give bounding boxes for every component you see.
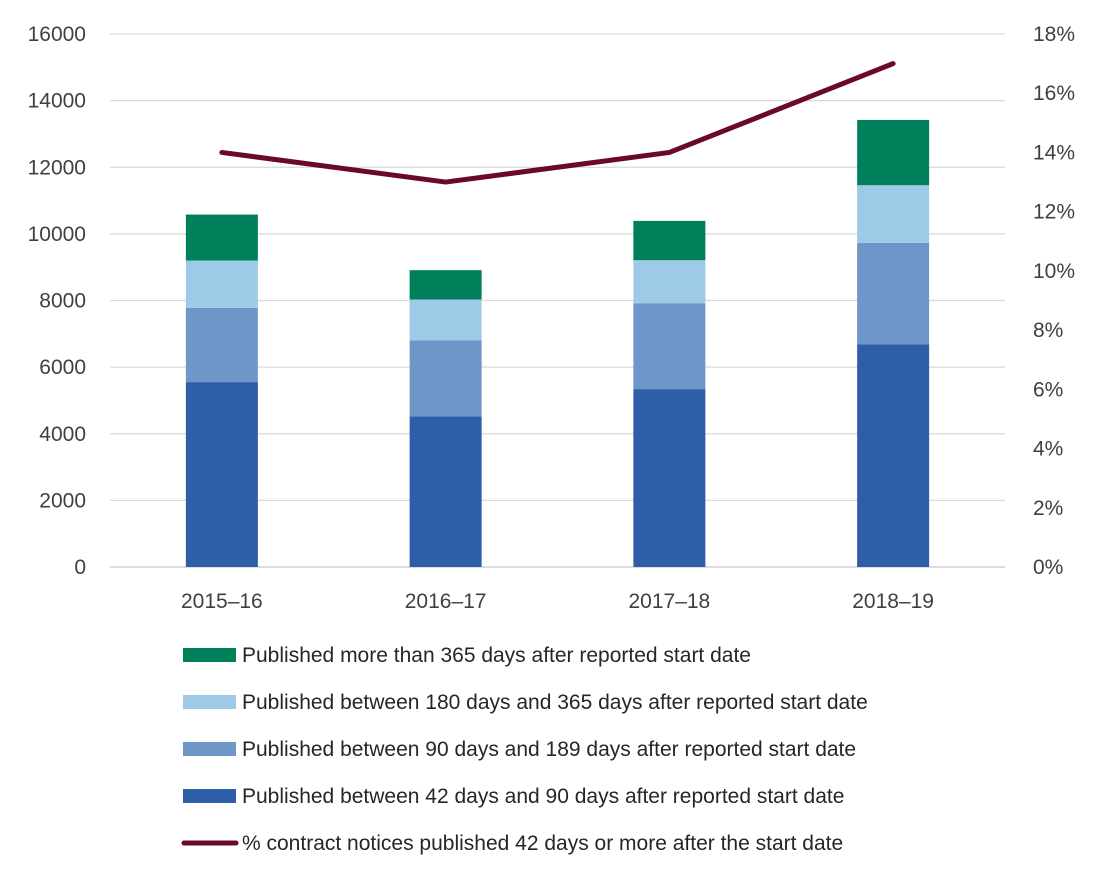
left-tick-label: 10000 — [28, 223, 86, 246]
right-tick-label: 0% — [1033, 556, 1063, 579]
legend-label: Published more than 365 days after repor… — [242, 644, 751, 667]
left-tick-label: 12000 — [28, 156, 86, 179]
bar-segment-3 — [409, 299, 482, 341]
bar-segment-4 — [409, 270, 482, 300]
bar-segment-2 — [409, 340, 482, 417]
x-axis-tick-labels: 2015–16 2016–17 2017–18 2018–19 — [181, 590, 934, 613]
right-tick-label: 2% — [1033, 497, 1063, 520]
bar-segment-3 — [633, 260, 706, 304]
legend: Published more than 365 days after repor… — [181, 644, 868, 855]
bar-segment-1 — [185, 382, 258, 567]
gridlines — [110, 33, 1005, 568]
bar-segment-1 — [409, 416, 482, 567]
bar-segment-3 — [185, 260, 258, 308]
bar-segment-2 — [857, 242, 930, 345]
left-tick-label: 4000 — [39, 423, 86, 446]
legend-swatch — [183, 648, 236, 662]
bar-segment-4 — [185, 214, 258, 261]
bar-segment-1 — [857, 344, 930, 567]
x-tick-label: 2016–17 — [405, 590, 487, 613]
right-axis-tick-labels: 0% 2% 4% 6% 8% 10% 12% 14% 16% 18% — [1033, 23, 1075, 579]
legend-swatch — [183, 742, 236, 756]
x-tick-label: 2015–16 — [181, 590, 263, 613]
bar-segment-2 — [633, 303, 706, 390]
right-tick-label: 16% — [1033, 82, 1075, 105]
right-tick-label: 8% — [1033, 319, 1063, 342]
bar-segment-2 — [185, 307, 258, 383]
right-tick-label: 4% — [1033, 438, 1063, 461]
left-tick-label: 16000 — [28, 23, 86, 46]
left-tick-label: 0 — [74, 556, 86, 579]
x-tick-label: 2018–19 — [852, 590, 934, 613]
percentage-line — [219, 61, 896, 185]
legend-swatch — [183, 789, 236, 803]
bar-segment-4 — [633, 220, 706, 261]
legend-label: Published between 90 days and 189 days a… — [242, 738, 856, 761]
bar-segment-4 — [857, 119, 930, 186]
legend-swatch — [183, 695, 236, 709]
left-tick-label: 6000 — [39, 356, 86, 379]
legend-label: Published between 42 days and 90 days af… — [242, 785, 844, 808]
left-tick-label: 8000 — [39, 290, 86, 313]
right-tick-label: 12% — [1033, 201, 1075, 224]
percentage-line-series — [219, 61, 896, 185]
bar-segments — [185, 119, 930, 567]
bar-segment-1 — [633, 389, 706, 567]
bar-segment-3 — [857, 185, 930, 243]
right-tick-label: 10% — [1033, 260, 1075, 283]
legend-label: Published between 180 days and 365 days … — [242, 691, 868, 714]
right-tick-label: 6% — [1033, 378, 1063, 401]
left-tick-label: 2000 — [39, 489, 86, 512]
legend-label: % contract notices published 42 days or … — [242, 832, 843, 855]
left-tick-label: 14000 — [28, 90, 86, 113]
right-tick-label: 18% — [1033, 23, 1075, 46]
left-axis-tick-labels: 0 2000 4000 6000 8000 10000 12000 14000 16000 — [28, 23, 86, 579]
right-tick-label: 14% — [1033, 141, 1075, 164]
x-tick-label: 2017–18 — [628, 590, 710, 613]
